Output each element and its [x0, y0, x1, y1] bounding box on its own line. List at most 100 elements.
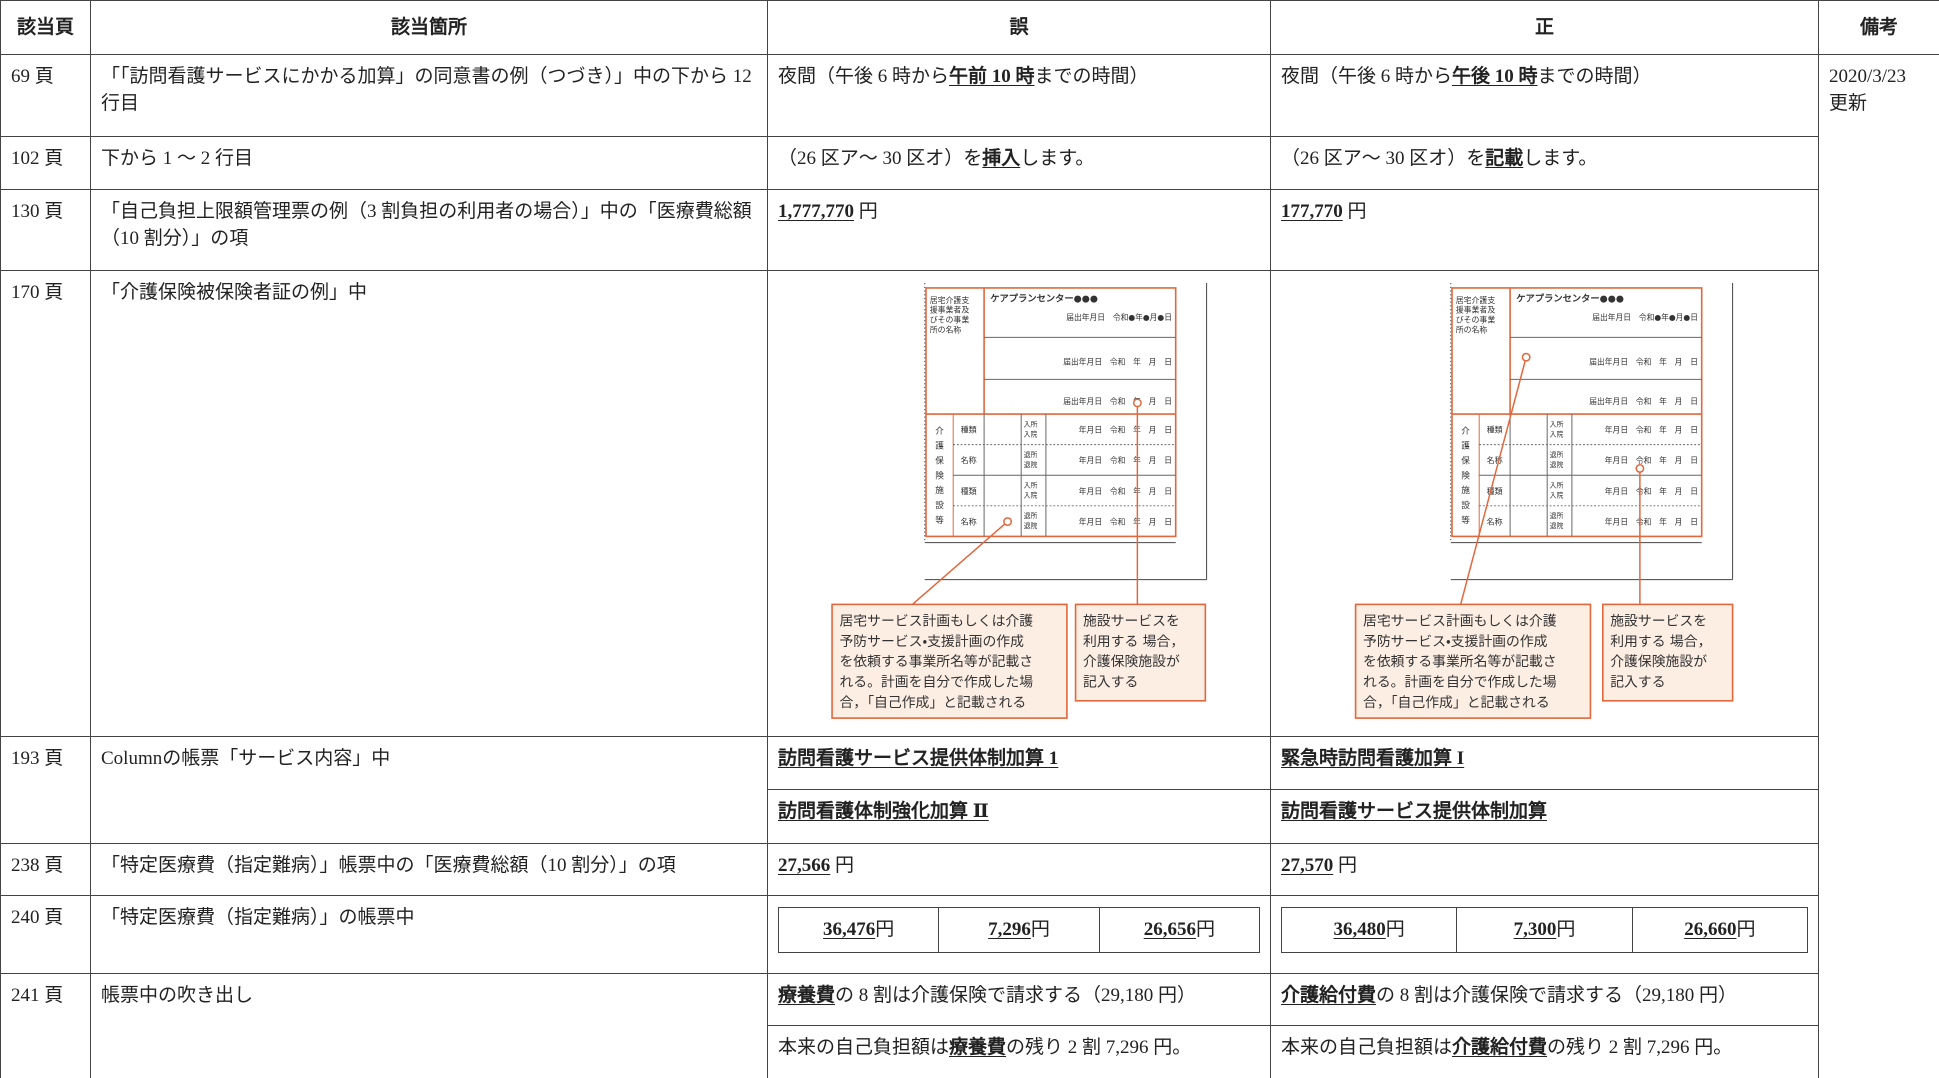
location-cell: 下から 1 ～ 2 行目 [90, 136, 768, 190]
emphasis: 訪問看護サービス提供体制加算 [1281, 801, 1548, 822]
form-text: 年月日 令和 年 月 日 [1079, 425, 1172, 435]
callout-box [831, 603, 1068, 719]
location-cell: Columnの帳票「サービス内容」中 [90, 736, 768, 844]
form-text: 年月日 令和 年 月 日 [1079, 486, 1172, 496]
page-cell: 130 頁 [0, 189, 91, 271]
form-text: 介 [1461, 427, 1470, 437]
form-text: 居宅介護支 [930, 295, 970, 305]
location-cell: 「特定医療費（指定難病）」帳票中の「医療費総額（10 割分）」の項 [90, 843, 768, 896]
emphasis: 36,480 [1333, 918, 1386, 940]
column-header: 該当頁 [0, 0, 91, 55]
text-run: 円 [1385, 918, 1405, 940]
text-run: 本来の自己負担額は [778, 1037, 950, 1058]
column-header: 備考 [1818, 0, 1939, 55]
text-run: の 8 割は介護保険で請求する（29,180 円） [1376, 985, 1738, 1006]
remarks-cell: 2020/3/23 更新 [1818, 54, 1939, 1078]
emphasis: 挿入 [982, 148, 1021, 169]
page-cell: 102 頁 [0, 136, 91, 190]
form-text: 退院 [1024, 521, 1038, 530]
emphasis: 訪問看護体制強化加算 Ⅱ [778, 801, 989, 822]
form-text: 退所 [1024, 511, 1038, 520]
text-run: 円 [1342, 201, 1367, 222]
form-text: 居宅介護支 [1456, 295, 1496, 305]
column-header: 該当箇所 [90, 0, 768, 55]
page-cell: 193 頁 [0, 736, 91, 844]
form-text: 届出年月日 令和●年●月●日 [1592, 312, 1698, 322]
form-text: 合，「自己作成」と記載される [1363, 695, 1550, 711]
right-cell: 居宅介護支 援事業者及 びその事業 所の名称 ケアプランセンター●●● 届出年月日 令和●… [1270, 270, 1819, 737]
form-text: 退院 [1550, 460, 1564, 469]
form-text: 入院 [1550, 429, 1564, 438]
text-run: 本来の自己負担額は [1281, 1037, 1453, 1058]
table-row: 240 頁「特定医療費（指定難病）」の帳票中 36,476 円 7,296 円 26,… [0, 895, 1939, 974]
form-text: 保 [1461, 454, 1470, 466]
remark-line: 2020/3/23 [1829, 66, 1907, 87]
emphasis: 緊急時訪問看護加算 I [1281, 748, 1465, 769]
form-text: 退所 [1550, 450, 1564, 459]
text-run: の残り 2 割 7,296 円。 [1547, 1037, 1733, 1058]
form-text: 設 [1461, 500, 1470, 511]
form-text: 名称 [961, 455, 977, 465]
emphasis: 26,656 [1143, 918, 1196, 940]
form-text: 入院 [1024, 490, 1038, 499]
form-text: 等 [935, 514, 944, 526]
form-text: れる。計画を自分で作成した場 [839, 675, 1033, 691]
table-row: 241 頁帳票中の吹き出し 療養費の 8 割は介護保険で請求する（29,180 円… [0, 973, 1939, 1078]
wrong-cell: 36,476 円 7,296 円 26,656 円 [767, 895, 1271, 974]
form-frame [1451, 287, 1703, 538]
amount-box: 26,656 円 [1098, 908, 1259, 952]
wrong-cell: 本来の自己負担額は療養費の残り 2 割 7,296 円。 [767, 1025, 1271, 1078]
table-row: 238 頁「特定医療費（指定難病）」帳票中の「医療費総額（10 割分）」の項 27… [0, 843, 1939, 896]
emphasis: 27,566 [778, 855, 831, 876]
emphasis: 記載 [1485, 148, 1524, 169]
wrong-cell: 1,777,770 円 [767, 189, 1271, 271]
wrong-cell: 訪問看護サービス提供体制加算 1 [767, 736, 1271, 790]
form-text: 年月日 令和 年 月 日 [1079, 516, 1172, 526]
form-text: 入院 [1550, 490, 1564, 499]
form-text: 施設サービスを [1610, 613, 1707, 629]
form-text: 険 [935, 470, 944, 481]
form-line [1459, 356, 1527, 605]
form-text: れる。計画を自分で作成した場 [1363, 675, 1557, 691]
text-run: 円 [875, 918, 895, 940]
amount-box: 36,480 円 [1282, 908, 1456, 952]
form-text: ケアプランセンター●●● [1516, 293, 1624, 305]
form-text: 名称 [1487, 455, 1503, 465]
form-text: 保 [935, 454, 944, 466]
text-run: の 8 割は介護保険で請求する（29,180 円） [835, 985, 1197, 1006]
form-text: 退所 [1550, 511, 1564, 520]
table-row: 該当頁 該当箇所誤正備考 [0, 0, 1939, 55]
emphasis: 訪問看護サービス提供体制加算 1 [778, 748, 1059, 769]
emphasis: 36,476 [823, 918, 876, 940]
form-text: 施 [1461, 484, 1470, 496]
form-text: 予防サービス・支援計画の作成 [839, 634, 1024, 650]
location-cell: 「介護保険被保険者証の例」中 [90, 270, 768, 737]
form-text: 援事業者及 [930, 305, 970, 315]
form-text: びその事業 [930, 315, 970, 325]
table-row: 訪問看護体制強化加算 Ⅱ 訪問看護サービス提供体制加算 [1, 789, 1939, 844]
column-header: 誤 [767, 0, 1271, 55]
form-text: 年月日 令和 年 月 日 [1605, 455, 1698, 465]
pointer-dot [1003, 517, 1013, 527]
form-text: を依頼する事業所名等が記載さ [839, 653, 1033, 670]
column-header: 正 [1270, 0, 1819, 55]
page-cell: 238 頁 [0, 843, 91, 896]
form-text: 護 [935, 440, 944, 452]
emphasis: 7,296 [988, 918, 1031, 940]
text-run: までの時間） [1537, 66, 1652, 87]
right-cell: 本来の自己負担額は介護給付費の残り 2 割 7,296 円。 [1270, 1025, 1819, 1078]
wrong-cell: 訪問看護体制強化加算 Ⅱ [767, 789, 1271, 844]
form-text: 施設サービスを [1083, 613, 1180, 629]
form-text: 記入する [1610, 675, 1665, 691]
page-cell: 69 頁 [0, 54, 91, 137]
amount-box: 7,296 円 [938, 908, 1098, 952]
amount-boxes: 36,476 円 7,296 円 26,656 円 [778, 907, 1260, 953]
right-cell: 訪問看護サービス提供体制加算 [1270, 789, 1819, 844]
pointer-dot [1635, 463, 1645, 473]
text-run: 円 [1030, 918, 1050, 940]
form-text: 入所 [1550, 482, 1564, 490]
right-cell: 介護給付費の 8 割は介護保険で請求する（29,180 円） [1270, 973, 1819, 1026]
amount-box: 36,476 円 [779, 908, 938, 952]
pointer-dot [1132, 398, 1142, 408]
